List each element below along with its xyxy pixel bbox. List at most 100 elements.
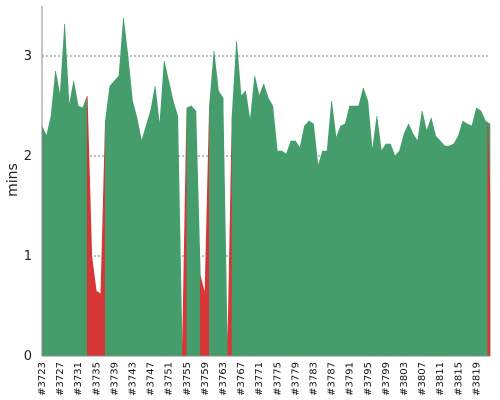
area-segment-3728 xyxy=(64,23,70,357)
area-segment-3767 xyxy=(240,90,246,357)
area-segment-3749 xyxy=(159,60,165,357)
area-segment-3804 xyxy=(408,123,414,357)
area-segment-3803 xyxy=(403,123,409,357)
area-segment-3799 xyxy=(385,143,391,357)
area-segment-3780 xyxy=(299,125,305,357)
x-tick-label: #3807 xyxy=(417,362,428,396)
area-segment-3819 xyxy=(476,107,482,357)
area-segment-3812 xyxy=(444,145,450,357)
area-segment-3727 xyxy=(59,23,65,357)
x-tick-label: #3771 xyxy=(254,362,265,396)
x-tick-label: #3791 xyxy=(345,362,356,396)
x-tick-label: #3775 xyxy=(272,362,283,396)
area-segment-3729 xyxy=(68,80,74,357)
area-segment-3760 xyxy=(209,50,215,357)
area-segment-3751 xyxy=(168,80,174,357)
area-segment-3795 xyxy=(367,100,373,357)
area-segment-3750 xyxy=(163,60,170,357)
area-segment-3802 xyxy=(399,133,405,357)
area-segment-3801 xyxy=(394,150,400,357)
area-segment-3817 xyxy=(467,123,473,357)
area-segment-3771 xyxy=(258,83,265,357)
x-tick-label: #3735 xyxy=(91,362,102,396)
x-tick-label: #3763 xyxy=(218,362,229,396)
area-segment-3726 xyxy=(55,70,61,357)
area-segment-3810 xyxy=(435,135,441,357)
area-segment-3762 xyxy=(218,89,224,357)
area-segment-3761 xyxy=(213,50,219,357)
area-segment-3757 xyxy=(195,110,201,357)
area-segment-3744 xyxy=(136,117,142,357)
x-tick-label: #3755 xyxy=(182,362,193,396)
area-segment-3763 xyxy=(222,97,228,357)
area-segment-3784 xyxy=(317,150,323,357)
area-segment-3776 xyxy=(281,150,287,357)
x-tick-label: #3723 xyxy=(37,362,48,396)
x-tick-label: #3795 xyxy=(363,362,374,396)
x-tick-label: #3739 xyxy=(109,362,120,396)
area-segment-3772 xyxy=(263,83,269,357)
area-segment-3808 xyxy=(426,117,432,357)
area-segment-3724 xyxy=(46,115,52,357)
area-segment-3787 xyxy=(331,100,337,357)
area-segment-3792 xyxy=(353,105,360,357)
x-tick-label: #3811 xyxy=(435,362,446,396)
area-segment-3774 xyxy=(272,105,278,357)
area-segment-3798 xyxy=(381,142,387,357)
area-segment-3735 xyxy=(96,290,102,357)
x-tick-label: #3803 xyxy=(399,362,410,396)
area-segment-3786 xyxy=(326,100,332,357)
area-segment-3730 xyxy=(73,80,79,357)
area-segment-3794 xyxy=(362,87,369,357)
area-segment-3755 xyxy=(186,105,192,357)
area-segment-3768 xyxy=(245,90,251,357)
area-segment-3796 xyxy=(372,115,378,357)
area-segment-3725 xyxy=(50,70,56,357)
area-segment-3777 xyxy=(286,140,292,357)
area-segment-3723 xyxy=(41,125,47,357)
area-segment-3805 xyxy=(412,132,418,357)
x-tick-label: #3783 xyxy=(309,362,320,396)
area-segment-3734 xyxy=(91,255,97,357)
x-tick-label: #3787 xyxy=(327,362,338,396)
y-tick-labels: 0 1 2 3 xyxy=(24,49,32,364)
area-segment-3800 xyxy=(390,143,396,357)
area-segment-3733 xyxy=(86,95,93,357)
area-segment-3745 xyxy=(141,125,147,357)
area-segment-3789 xyxy=(340,123,346,357)
area-segment-3748 xyxy=(154,85,160,357)
x-tick-label: #3815 xyxy=(453,362,464,396)
area-segment-3753 xyxy=(177,115,183,357)
x-tick-label: #3747 xyxy=(146,362,157,396)
area-segment-3814 xyxy=(453,134,459,357)
area-segment-3783 xyxy=(313,123,319,357)
area-segment-3765 xyxy=(231,40,237,357)
x-tick-label: #3779 xyxy=(290,362,301,396)
area-segment-3773 xyxy=(267,96,274,357)
area-segment-3790 xyxy=(344,105,351,357)
area-segment-3788 xyxy=(335,125,341,357)
area-segment-3737 xyxy=(105,85,111,357)
area-segment-3779 xyxy=(295,139,301,357)
area-segment-3741 xyxy=(123,17,129,357)
area-segment-3811 xyxy=(439,140,446,357)
area-segment-3747 xyxy=(150,85,156,357)
area-segment-3806 xyxy=(417,110,423,357)
area-segment-3815 xyxy=(458,120,464,357)
area-segment-3758 xyxy=(200,275,206,357)
area-segment-3816 xyxy=(462,120,468,357)
area-segment-3743 xyxy=(132,100,138,357)
area-segment-3809 xyxy=(430,117,436,357)
area-segment-3746 xyxy=(145,110,151,357)
x-tick-label: #3819 xyxy=(471,362,482,396)
area-segment-3732 xyxy=(82,95,88,357)
y-tick-label: 0 xyxy=(24,349,32,364)
area-segment-3770 xyxy=(254,75,260,357)
area-segment-3759 xyxy=(204,105,210,357)
area-segment-3756 xyxy=(191,105,197,357)
x-tick-label: #3751 xyxy=(164,362,175,396)
area-segment-3766 xyxy=(236,40,242,357)
area-segment-3781 xyxy=(304,120,310,357)
